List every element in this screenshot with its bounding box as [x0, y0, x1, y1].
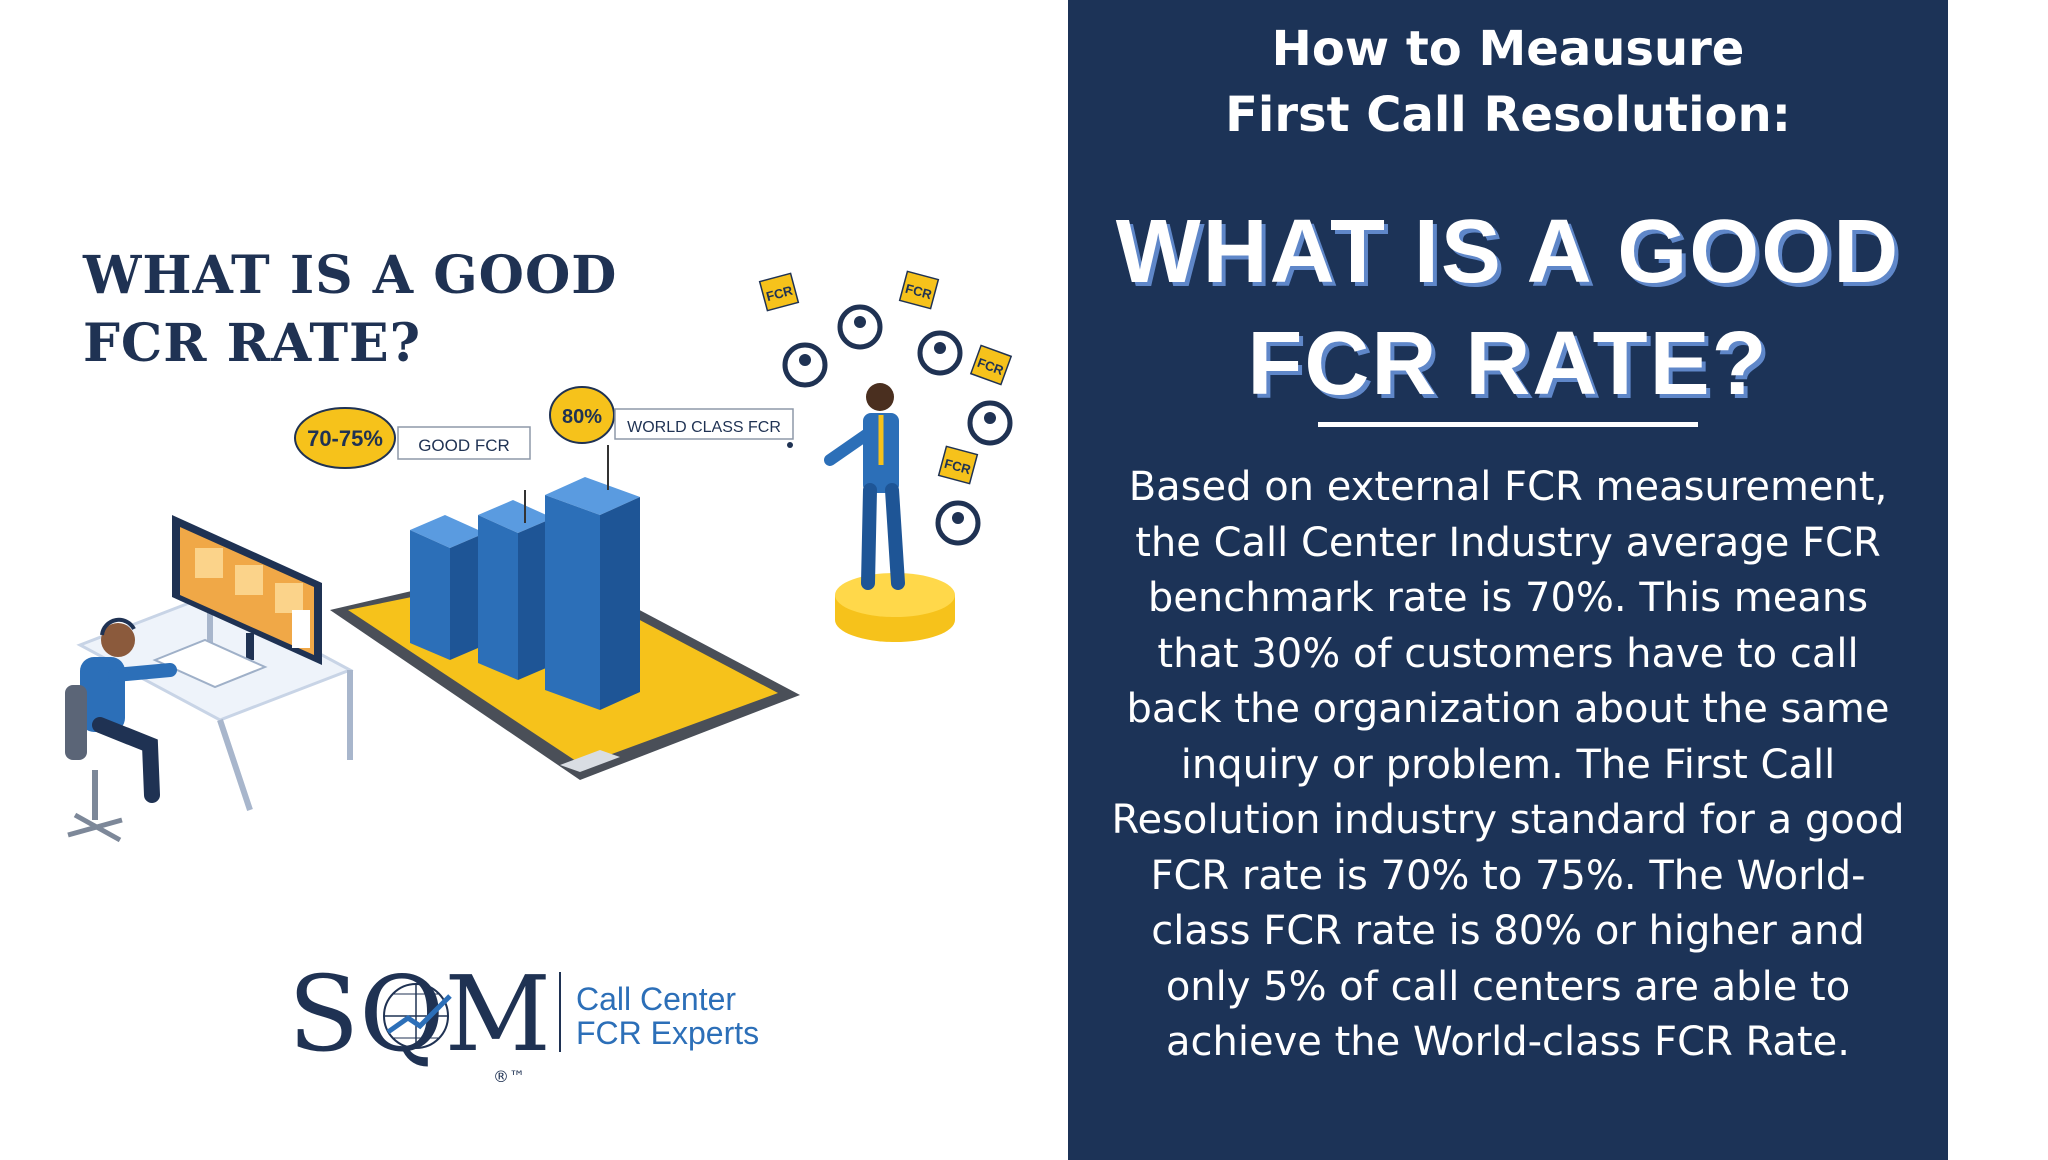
main-title-line1: WHAT IS A GOOD — [1115, 202, 1901, 302]
businessman-on-podium — [824, 383, 955, 642]
fcr-illustration: 70-75% GOOD FCR 80% WORLD CLASS FCR — [65, 270, 1013, 843]
good-fcr-percent: 70-75% — [307, 426, 383, 451]
computer-monitor — [172, 515, 322, 665]
world-class-percent: 80% — [562, 406, 602, 428]
logo-line2: FCR Experts — [576, 1015, 759, 1051]
main-title-line2: FCR RATE? — [1247, 314, 1769, 414]
logo-line1: Call Center — [576, 981, 736, 1017]
left-title: WHAT IS A GOOD FCR RATE? — [83, 242, 617, 378]
logo-globe-icon — [383, 983, 452, 1049]
world-class-label: WORLD CLASS FCR — [627, 419, 781, 436]
right-panel: How to Meausure First Call Resolution: W… — [1068, 0, 1948, 1160]
call-center-agent — [65, 617, 177, 843]
sqm-logo: SQM Call Center FCR Experts ®™ — [288, 960, 759, 1086]
subtitle: How to Meausure First Call Resolution: — [1068, 16, 1948, 148]
subtitle-line2: First Call Resolution: — [1225, 87, 1791, 143]
bar-short — [410, 515, 485, 660]
world-class-callout: 80% WORLD CLASS FCR — [549, 386, 794, 448]
title-divider — [1318, 422, 1698, 427]
bar-world-class — [545, 477, 640, 710]
bar-chart — [410, 477, 640, 710]
left-title-line2: FCR RATE? — [83, 313, 422, 374]
left-panel: WHAT IS A GOOD FCR RATE? — [65, 242, 1013, 1086]
logo-trademark: ®™ — [493, 1067, 525, 1086]
good-fcr-callout: 70-75% GOOD FCR — [294, 407, 531, 469]
bar-good-fcr — [478, 500, 553, 680]
fcr-tags: FCR FCR FCR FCR — [758, 270, 1013, 485]
fcr-tag-2: FCR — [904, 281, 934, 303]
customer-icons — [782, 304, 1013, 546]
good-fcr-label: GOOD FCR — [418, 436, 510, 455]
keyboard — [152, 638, 268, 689]
logo-letters: SQM — [288, 960, 551, 1075]
body-paragraph: Based on external FCR measurement, the C… — [1111, 464, 1905, 1065]
fcr-tag-4: FCR — [943, 456, 973, 478]
main-title: WHAT IS A GOOD FCR RATE? — [1068, 196, 1948, 420]
subtitle-line1: How to Meausure — [1271, 21, 1745, 77]
left-title-line1: WHAT IS A GOOD — [83, 245, 618, 306]
fcr-tag-1: FCR — [765, 283, 795, 305]
